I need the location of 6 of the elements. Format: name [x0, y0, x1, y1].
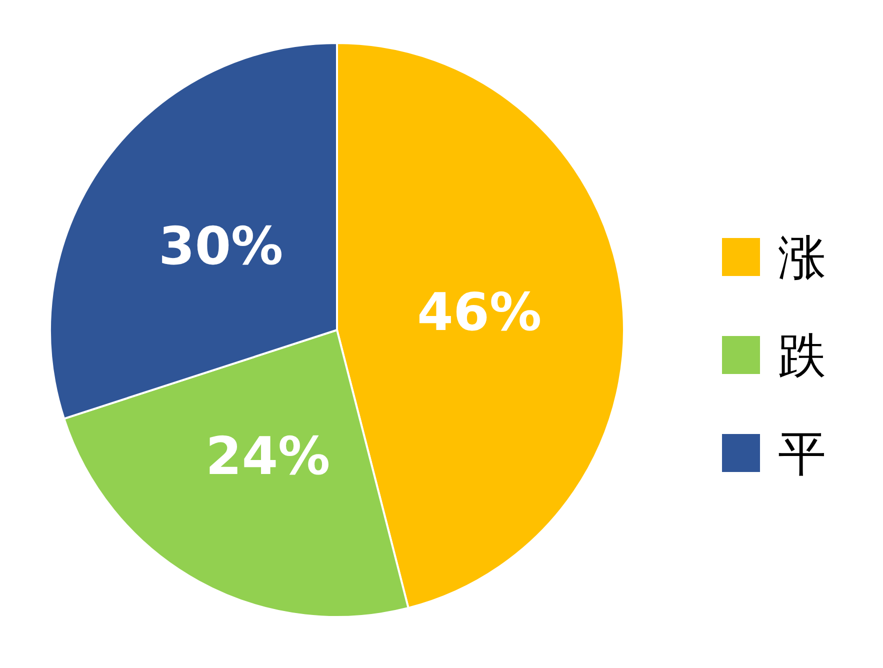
data-label: 30%: [158, 216, 284, 277]
legend-label: 平: [778, 426, 826, 482]
legend-label: 跌: [778, 328, 826, 384]
data-label: 46%: [417, 283, 542, 344]
legend-label: 涨: [778, 230, 826, 286]
data-label: 24%: [206, 426, 330, 487]
